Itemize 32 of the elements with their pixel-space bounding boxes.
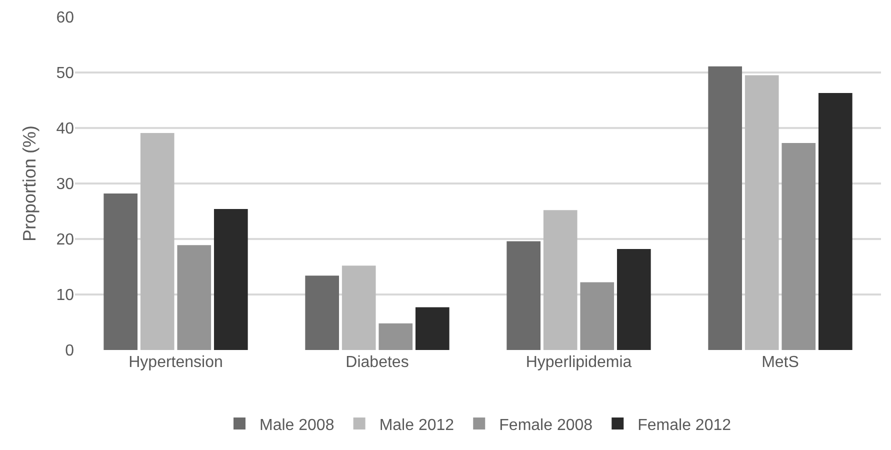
bar: [616, 248, 651, 350]
y-axis-title: Proportion (%): [19, 125, 40, 242]
bar: [708, 66, 742, 350]
bar: [543, 210, 578, 350]
x-tick-label: MetS: [762, 354, 799, 371]
y-tick-label: 60: [56, 10, 74, 27]
bar: [305, 276, 340, 350]
legend-label: Female 2012: [638, 416, 732, 434]
bar: [140, 133, 174, 350]
bar: [378, 323, 413, 350]
legend-label: Male 2012: [379, 416, 454, 434]
bar: [580, 282, 614, 350]
bar: [104, 193, 138, 350]
legend-label: Female 2008: [499, 416, 593, 434]
y-tick-label: 20: [56, 232, 74, 249]
bar: [342, 266, 376, 350]
x-tick-label: Hypertension: [128, 354, 223, 371]
bar: [744, 75, 779, 350]
bar: [818, 93, 852, 350]
x-tick-label: Hyperlipidemia: [526, 354, 632, 371]
bar: [177, 245, 212, 350]
y-tick-label: 10: [56, 287, 74, 304]
bar: [782, 142, 816, 350]
y-tick-label: 0: [65, 342, 74, 360]
legend-label: Male 2008: [260, 416, 334, 434]
y-tick-label: 40: [56, 120, 74, 138]
x-tick-label: Diabetes: [346, 354, 409, 371]
bar: [415, 307, 450, 350]
bar: [506, 241, 541, 350]
y-tick-label: 30: [56, 176, 74, 194]
y-tick-label: 50: [56, 65, 74, 82]
bar: [214, 209, 248, 350]
